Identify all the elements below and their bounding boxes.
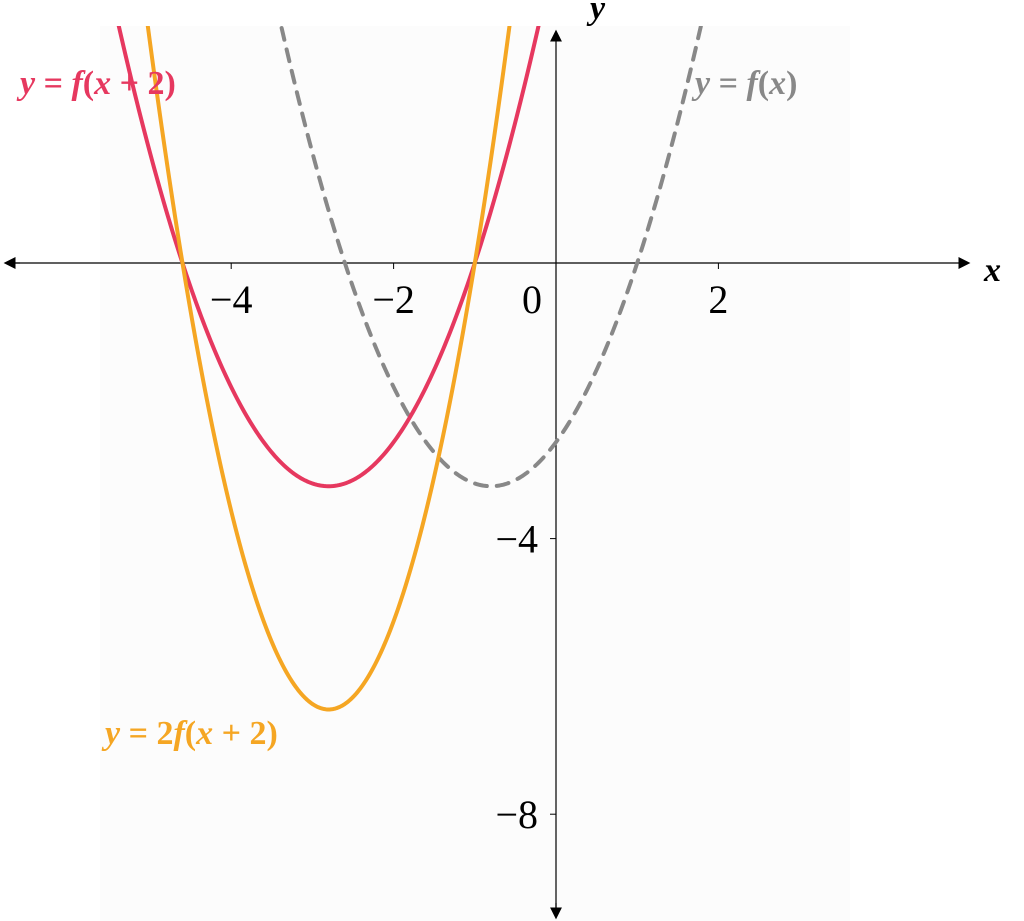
chart-svg: −4 −2 0 2 −4 −8 x y y = f(x) y = f(x + 2) y = 2f(x… — [0, 0, 1024, 921]
curve-label-f: y = f(x) — [691, 65, 797, 102]
y-tick-label: −8 — [495, 792, 538, 837]
curve-label-fshift: y = f(x + 2) — [16, 65, 176, 102]
x-tick-label: 0 — [522, 277, 542, 322]
curve-label-f2shift: y = 2f(x + 2) — [101, 715, 278, 752]
x-tick-label: 2 — [708, 277, 728, 322]
x-tick-label: −4 — [210, 277, 253, 322]
x-axis-label: x — [983, 252, 1001, 289]
chart-container: −4 −2 0 2 −4 −8 x y y = f(x) y = f(x + 2) y = 2f(x… — [0, 0, 1024, 921]
y-axis-label: y — [586, 0, 606, 27]
plot-background — [100, 26, 850, 921]
x-tick-label: −2 — [372, 277, 415, 322]
y-tick-label: −4 — [495, 517, 538, 562]
